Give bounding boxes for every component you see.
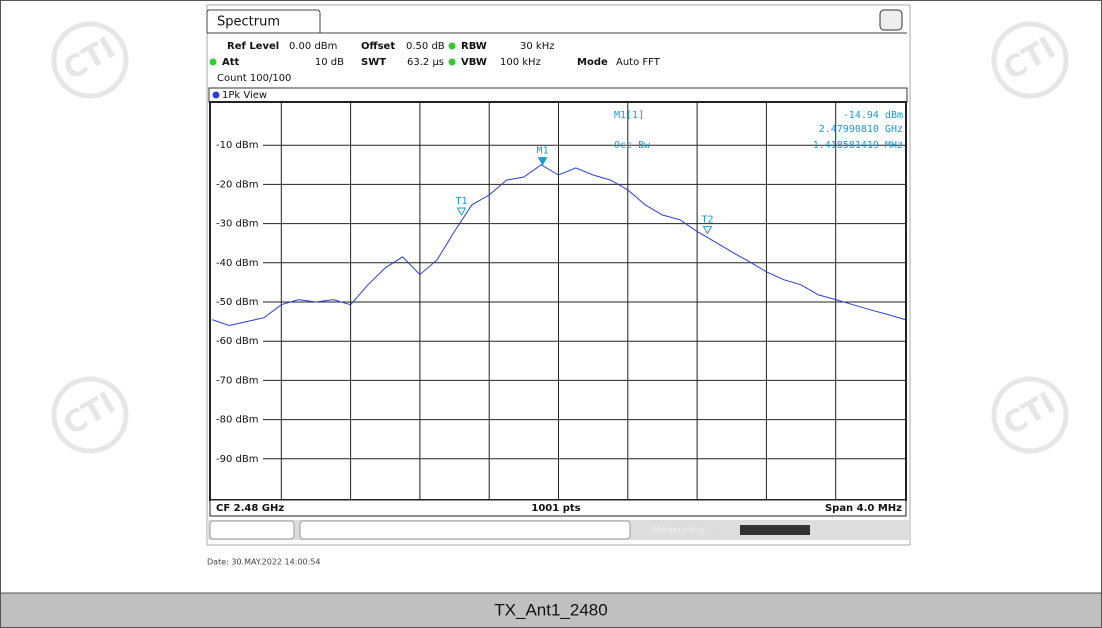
center-frequency: CF 2.48 GHz — [216, 503, 284, 514]
y-tick-label: -10 dBm — [216, 140, 258, 151]
y-tick-label: -30 dBm — [216, 219, 258, 230]
setting-label: Att — [222, 57, 240, 68]
tick-bg — [213, 256, 263, 269]
status: Measuring... — [652, 525, 714, 536]
trace — [211, 164, 906, 327]
status-box — [209, 520, 295, 540]
tab-title: Spectrum — [217, 15, 280, 30]
y-tick-label: -80 dBm — [216, 415, 258, 426]
tick-bg — [213, 335, 263, 348]
setting-value: 10 dB — [315, 57, 344, 68]
y-tick-label: -20 dBm — [216, 179, 258, 190]
watermark-ring — [991, 376, 1069, 454]
y-tick-label: -90 dBm — [216, 454, 258, 465]
setting-label: RBW — [461, 41, 487, 52]
setting-label: Ref Level — [227, 41, 279, 52]
tick-bg — [213, 296, 263, 308]
icon — [879, 9, 903, 31]
occ-value: 1.418581419 MHz — [813, 140, 903, 151]
setting-value: Auto FFT — [616, 57, 661, 68]
setting-label: VBW — [461, 57, 487, 68]
count: Count 100/100 — [217, 73, 291, 84]
setting-value: 30 kHz — [520, 41, 554, 52]
progress — [740, 525, 810, 535]
setting-value: 100 kHz — [500, 57, 541, 68]
marker-label: T1 — [455, 196, 467, 207]
marker — [537, 157, 548, 166]
tick-bg — [213, 374, 263, 387]
marker — [456, 207, 467, 216]
setting-label: Mode — [577, 57, 608, 68]
marker-label: M1 — [537, 146, 549, 157]
plot: -10 dBm -20 dBm -30 dBm -40 dBm -50 dBm -60 d… — [211, 103, 906, 499]
y-tick-label: -60 dBm — [216, 336, 258, 347]
marker-label: T2 — [701, 214, 713, 225]
y-tick-label: -40 dBm — [216, 258, 258, 269]
dot — [448, 42, 456, 50]
tick-bg — [213, 178, 263, 191]
tick-bg — [213, 452, 263, 465]
tab — [206, 9, 321, 33]
tick-bg — [213, 139, 263, 152]
watermark-ring — [51, 21, 129, 99]
footer-bar — [209, 499, 907, 517]
span: Span 4.0 MHz — [825, 503, 902, 514]
tick-bg — [213, 217, 263, 230]
date: Date: 30.MAY.2022 14:00:54 — [207, 558, 320, 567]
y-tick-label: -50 dBm — [216, 297, 258, 308]
dot — [448, 58, 456, 66]
status-box — [299, 520, 631, 540]
marker-name: M1[1] — [614, 110, 644, 121]
points: 1001 pts — [531, 503, 580, 514]
setting-value: 0.00 dBm — [289, 41, 337, 52]
watermark-ring — [51, 376, 129, 454]
view-title: 1Pk View — [222, 90, 267, 101]
setting-value: 0.50 dB — [406, 41, 445, 52]
setting-label: Offset — [361, 41, 395, 52]
caption-band — [1, 593, 1101, 627]
marker-frequency: 2.47990810 GHz — [819, 124, 903, 135]
marker-level: -14.94 dBm — [843, 110, 903, 121]
tick-bg — [213, 413, 263, 426]
view-bar — [208, 87, 908, 103]
dot — [209, 58, 217, 66]
setting-value: 63.2 µs — [407, 57, 444, 68]
marker — [702, 225, 713, 235]
occ-label: Occ Bw — [614, 140, 651, 151]
dot — [212, 91, 220, 99]
setting-label: SWT — [361, 57, 386, 68]
watermark-ring — [991, 21, 1069, 99]
caption: TX_Ant1_2480 — [494, 600, 607, 619]
y-tick-label: -70 dBm — [216, 375, 258, 386]
